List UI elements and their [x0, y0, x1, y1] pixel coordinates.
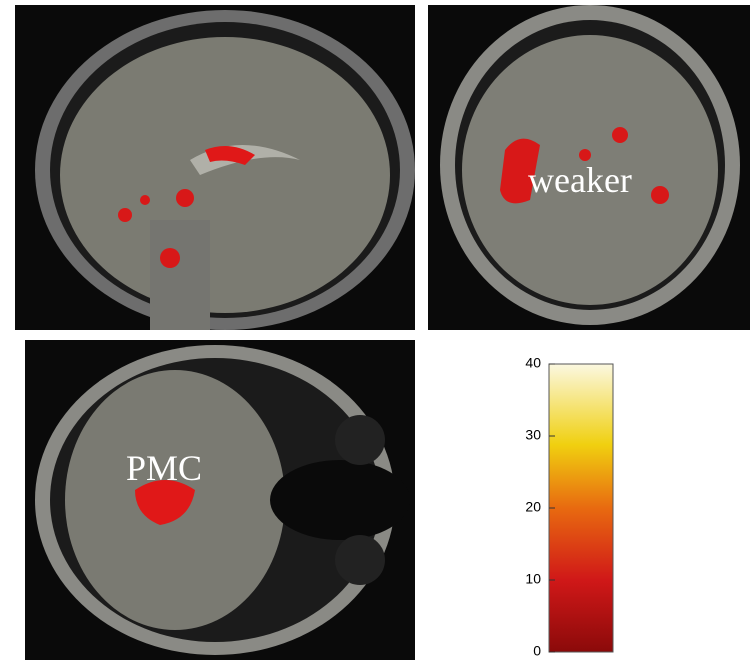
tick-label: 40: [525, 355, 541, 371]
axial-panel: PMC: [25, 340, 415, 660]
tick-label: 30: [525, 427, 541, 443]
colorbar: [549, 364, 613, 652]
tick-label: 10: [525, 571, 541, 587]
axial-label: PMC: [126, 448, 202, 488]
tick-label: 0: [533, 643, 541, 659]
figure: weaker PMC 0 10 20 30 40: [0, 0, 755, 662]
tick-label: 20: [525, 499, 541, 515]
coronal-label: weaker: [528, 160, 632, 200]
coronal-panel: weaker: [428, 5, 750, 330]
sagittal-panel: [15, 5, 415, 330]
